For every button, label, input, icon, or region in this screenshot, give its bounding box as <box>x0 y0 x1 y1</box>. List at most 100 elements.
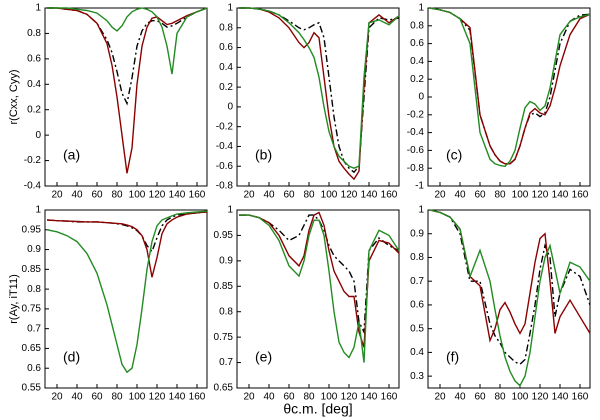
x-tick-label: 20 <box>51 190 63 201</box>
x-tick-label: 60 <box>283 190 295 201</box>
x-tick-label: 120 <box>532 190 549 201</box>
y-tick-label: 0.2 <box>219 82 233 93</box>
y-axis-label: r(Ay, iT11) <box>8 274 20 324</box>
x-tick-label: 40 <box>71 190 83 201</box>
series-line <box>239 214 400 363</box>
series-line <box>429 209 591 387</box>
plot-frame <box>236 209 400 389</box>
series-line <box>239 7 400 174</box>
x-tick-label: 40 <box>263 190 275 201</box>
series-line <box>46 210 208 374</box>
x-tick-label: 160 <box>189 392 206 403</box>
x-tick-label: 40 <box>454 190 466 201</box>
x-tick-label: 60 <box>91 190 103 201</box>
y-tick-label: 1 <box>418 3 424 14</box>
y-tick-label: -0.8 <box>216 181 234 192</box>
series-line <box>46 211 208 278</box>
y-tick-label: -0.4 <box>407 127 425 138</box>
series-line <box>429 7 591 165</box>
series-line <box>47 7 208 106</box>
y-tick-label: 0.85 <box>214 281 234 292</box>
y-tick-label: 0.6 <box>410 38 424 49</box>
panel-label: (b) <box>255 147 272 163</box>
y-tick-label: 0 <box>418 92 424 103</box>
x-tick-label: 40 <box>71 392 83 403</box>
y-tick-label: 1 <box>35 205 41 216</box>
x-tick-label: 140 <box>169 392 186 403</box>
x-tick-label: 60 <box>91 392 103 403</box>
y-tick-label: 0.4 <box>410 56 424 67</box>
y-tick-label: 0.8 <box>27 284 41 295</box>
y-tick-label: 0.85 <box>22 264 42 275</box>
y-tick-label: 0.4 <box>27 79 41 90</box>
x-tick-label: 20 <box>434 190 446 201</box>
y-tick-label: -0.2 <box>407 109 425 120</box>
panel-label: (a) <box>63 147 80 163</box>
y-tick-label: 0.9 <box>27 244 41 255</box>
y-tick-label: 0 <box>227 102 233 113</box>
y-tick-label: -0.4 <box>24 181 42 192</box>
y-tick-label: 0.95 <box>22 224 42 235</box>
x-axis-label: θc.m. [deg] <box>283 401 352 417</box>
x-tick-label: 140 <box>552 190 569 201</box>
x-tick-label: 80 <box>494 392 506 403</box>
y-tick-label: 0.2 <box>410 74 424 85</box>
x-tick-label: 140 <box>169 190 186 201</box>
plot-frame <box>44 209 208 389</box>
plot-frame <box>427 209 591 389</box>
y-tick-label: 0.2 <box>27 104 41 115</box>
y-tick-label: -0.2 <box>24 155 42 166</box>
x-tick-label: 100 <box>321 190 338 201</box>
y-tick-label: 0.6 <box>410 300 424 311</box>
x-tick-label: 40 <box>454 392 466 403</box>
panel-label: (c) <box>446 147 462 163</box>
y-tick-label: 0.6 <box>219 42 233 53</box>
y-tick-label: 0.75 <box>214 332 234 343</box>
x-tick-label: 80 <box>494 190 506 201</box>
x-tick-label: 160 <box>572 190 589 201</box>
x-tick-label: 120 <box>341 190 358 201</box>
x-tick-label: 20 <box>51 392 63 403</box>
y-tick-label: 1 <box>227 205 233 216</box>
y-tick-label: 0.7 <box>219 357 233 368</box>
x-tick-label: 100 <box>321 392 338 403</box>
y-tick-label: 0.7 <box>410 276 424 287</box>
series-line <box>429 7 591 168</box>
x-tick-label: 40 <box>263 392 275 403</box>
x-tick-label: 160 <box>189 190 206 201</box>
y-axis-label: r(Cxx, Cyy) <box>8 70 20 125</box>
y-tick-label: 0.6 <box>27 363 41 374</box>
y-tick-label: 0 <box>35 130 41 141</box>
series-line <box>47 7 208 75</box>
x-tick-label: 80 <box>111 392 123 403</box>
y-tick-label: -0.4 <box>216 141 234 152</box>
y-tick-label: 0.4 <box>219 62 233 73</box>
x-tick-label: 160 <box>381 392 398 403</box>
x-tick-label: 120 <box>149 190 166 201</box>
y-tick-label: 0.3 <box>410 371 424 382</box>
y-tick-label: 0.9 <box>410 228 424 239</box>
y-tick-label: -1 <box>415 181 424 192</box>
x-tick-label: 80 <box>303 190 315 201</box>
y-tick-label: 0.8 <box>410 252 424 263</box>
y-tick-label: 0.8 <box>410 20 424 31</box>
x-tick-label: 100 <box>512 190 529 201</box>
y-tick-label: 1 <box>418 205 424 216</box>
y-tick-label: 0.7 <box>27 323 41 334</box>
y-tick-label: 0.75 <box>22 304 42 315</box>
y-tick-label: 0.5 <box>410 323 424 334</box>
y-tick-label: 0.65 <box>22 343 42 354</box>
x-tick-label: 100 <box>129 190 146 201</box>
x-tick-label: 120 <box>532 392 549 403</box>
x-tick-label: 140 <box>361 190 378 201</box>
x-tick-label: 160 <box>572 392 589 403</box>
panel-label: (e) <box>255 349 272 365</box>
x-tick-label: 140 <box>361 392 378 403</box>
plot-frame <box>236 7 400 187</box>
series-line <box>429 7 591 165</box>
plot-frame <box>44 7 208 187</box>
y-tick-label: -0.6 <box>216 161 234 172</box>
series-line <box>46 211 208 253</box>
y-tick-label: 0.65 <box>214 383 234 394</box>
